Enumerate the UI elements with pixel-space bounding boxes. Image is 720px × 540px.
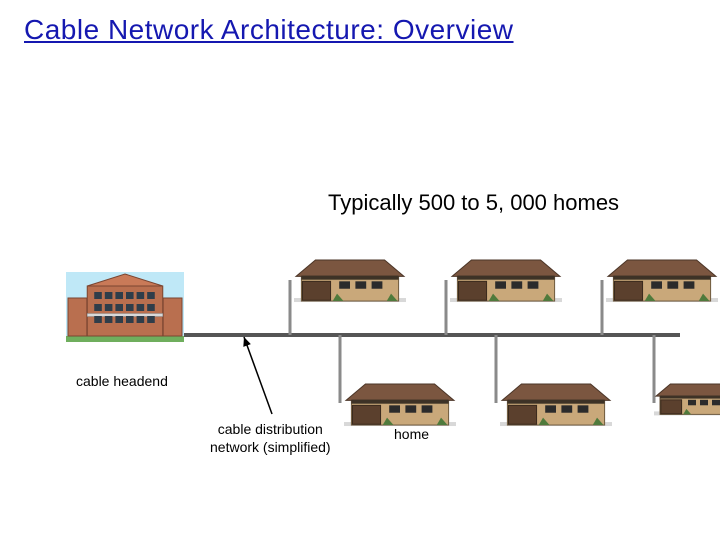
home-icon bbox=[450, 260, 562, 302]
distribution-arrow bbox=[243, 337, 272, 414]
home-icon bbox=[606, 260, 718, 302]
homes-group bbox=[294, 260, 720, 426]
home-icon bbox=[500, 384, 612, 426]
cable-headend-building-icon bbox=[66, 272, 184, 342]
home-icon bbox=[294, 260, 406, 302]
diagram-canvas bbox=[0, 0, 720, 540]
home-icon bbox=[654, 384, 720, 415]
home-icon bbox=[344, 384, 456, 426]
